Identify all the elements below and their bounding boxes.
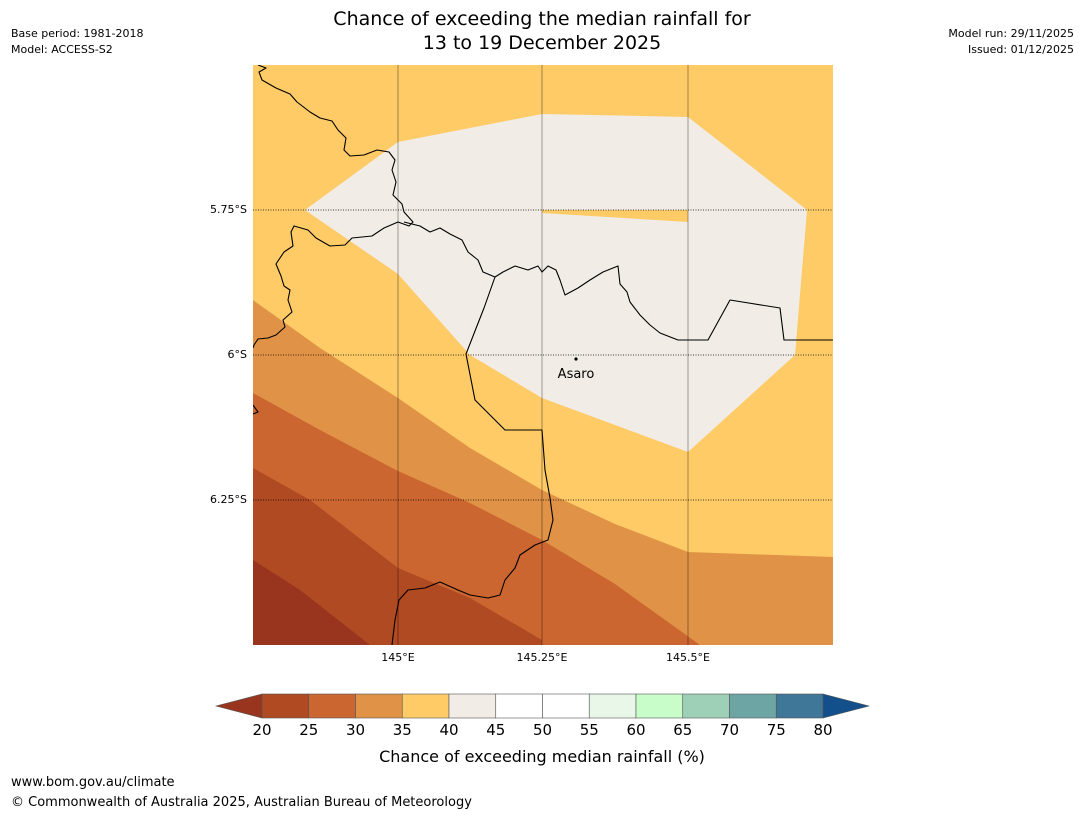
colorbar-tick-label: 20 bbox=[252, 721, 271, 739]
colorbar-segment bbox=[682, 693, 730, 719]
colorbar-segment bbox=[775, 693, 824, 719]
colorbar-tick-label: 60 bbox=[626, 721, 645, 739]
map-title: Chance of exceeding the median rainfall … bbox=[242, 7, 842, 55]
colorbar-segment bbox=[261, 693, 310, 719]
title-line-2: 13 to 19 December 2025 bbox=[422, 32, 662, 54]
issued-date: Issued: 01/12/2025 bbox=[967, 43, 1074, 56]
metadata-left: Base period: 1981-2018 Model: ACCESS-S2 bbox=[11, 26, 143, 58]
colorbar-tick-label: 45 bbox=[486, 721, 505, 739]
colorbar-segment bbox=[542, 693, 590, 719]
band-40-45 bbox=[305, 114, 807, 452]
colorbar-tick-labels: 20 25 30 35 40 45 50 55 60 65 70 75 80 bbox=[252, 721, 832, 739]
band-20-25 bbox=[253, 468, 542, 645]
model-name: Model: ACCESS-S2 bbox=[11, 43, 113, 56]
colorbar-segment bbox=[355, 693, 403, 719]
asaro-marker bbox=[574, 357, 578, 361]
colorbar-tick-label: 35 bbox=[393, 721, 412, 739]
metadata-right: Model run: 29/11/2025 Issued: 01/12/2025 bbox=[948, 26, 1074, 58]
colorbar-segment bbox=[448, 693, 497, 719]
colorbar-under-arrow bbox=[214, 693, 263, 719]
lon-label-14550: 145.5°E bbox=[666, 651, 710, 664]
band-below-20 bbox=[253, 560, 370, 645]
colorbar-segment bbox=[401, 693, 450, 719]
footer-copyright: © Commonwealth of Australia 2025, Austra… bbox=[11, 795, 472, 810]
colorbar-tick-label: 80 bbox=[813, 721, 832, 739]
colorbar-label: Chance of exceeding median rainfall (%) bbox=[379, 747, 705, 766]
colorbar-tick-label: 30 bbox=[346, 721, 365, 739]
colorbar-tick-label: 50 bbox=[533, 721, 552, 739]
colorbar-tick-label: 25 bbox=[299, 721, 318, 739]
graticule bbox=[253, 65, 833, 645]
latitude-labels: 5.75°S 6°S 6.25°S bbox=[210, 203, 247, 506]
map-area: Asaro bbox=[253, 65, 833, 645]
province-borders bbox=[253, 65, 833, 645]
lat-label-600: 6°S bbox=[228, 348, 247, 361]
colorbar: 20 25 30 35 40 45 50 55 60 65 70 75 80 Chance of exc… bbox=[214, 693, 871, 766]
colorbar-segment bbox=[495, 693, 543, 719]
title-line-1: Chance of exceeding the median rainfall … bbox=[333, 8, 751, 30]
lon-label-14525: 145.25°E bbox=[517, 651, 568, 664]
colorbar-segment bbox=[308, 693, 356, 719]
colorbar-segments bbox=[261, 693, 824, 719]
colorbar-tick-label: 75 bbox=[767, 721, 786, 739]
colorbar-over-arrow bbox=[822, 693, 871, 719]
colorbar-tick-label: 55 bbox=[580, 721, 599, 739]
colorbar-tick-label: 40 bbox=[439, 721, 458, 739]
longitude-labels: 145°E 145.25°E 145.5°E bbox=[381, 651, 710, 664]
lon-label-14500: 145°E bbox=[381, 651, 414, 664]
lat-label-575: 5.75°S bbox=[210, 203, 247, 216]
colorbar-segment bbox=[729, 693, 777, 719]
asaro-label: Asaro bbox=[558, 367, 595, 382]
lat-label-625: 6.25°S bbox=[210, 493, 247, 506]
model-run: Model run: 29/11/2025 bbox=[948, 27, 1074, 40]
base-period: Base period: 1981-2018 bbox=[11, 27, 144, 40]
footer-url: www.bom.gov.au/climate bbox=[11, 775, 175, 790]
colorbar-segment bbox=[588, 693, 637, 719]
band-35-40-patch bbox=[542, 210, 688, 222]
colorbar-tick-label: 70 bbox=[720, 721, 739, 739]
colorbar-tick-label: 65 bbox=[673, 721, 692, 739]
colorbar-segment bbox=[635, 693, 684, 719]
